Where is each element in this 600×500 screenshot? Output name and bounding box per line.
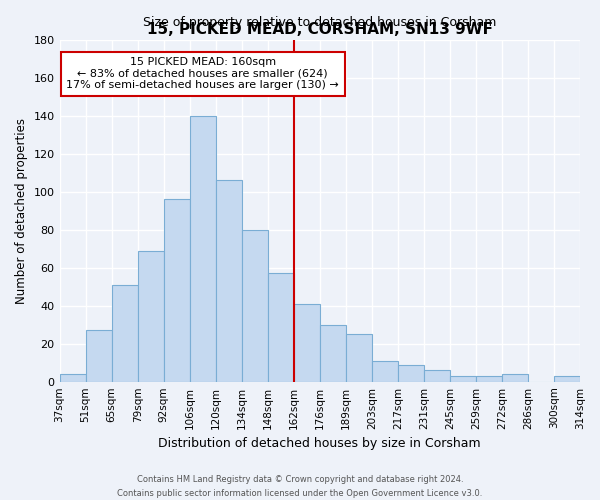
Bar: [450, 376, 476, 382]
Bar: [346, 334, 372, 382]
Bar: [164, 199, 190, 382]
Bar: [215, 180, 242, 382]
Bar: [294, 304, 320, 382]
Text: Contains HM Land Registry data © Crown copyright and database right 2024.
Contai: Contains HM Land Registry data © Crown c…: [118, 476, 482, 498]
Bar: [424, 370, 450, 382]
Bar: [268, 274, 294, 382]
Bar: [86, 330, 112, 382]
X-axis label: Distribution of detached houses by size in Corsham: Distribution of detached houses by size …: [158, 437, 481, 450]
Bar: [372, 361, 398, 382]
Bar: [502, 374, 528, 382]
Bar: [320, 324, 346, 382]
Text: 15 PICKED MEAD: 160sqm
← 83% of detached houses are smaller (624)
17% of semi-de: 15 PICKED MEAD: 160sqm ← 83% of detached…: [66, 57, 339, 90]
Bar: [190, 116, 215, 382]
Bar: [112, 284, 137, 382]
Bar: [242, 230, 268, 382]
Bar: [398, 364, 424, 382]
Bar: [554, 376, 580, 382]
Title: 15, PICKED MEAD, CORSHAM, SN13 9WF: 15, PICKED MEAD, CORSHAM, SN13 9WF: [147, 22, 493, 37]
Y-axis label: Number of detached properties: Number of detached properties: [15, 118, 28, 304]
Bar: [476, 376, 502, 382]
Bar: [59, 374, 86, 382]
Bar: [137, 250, 164, 382]
Text: Size of property relative to detached houses in Corsham: Size of property relative to detached ho…: [143, 16, 496, 30]
